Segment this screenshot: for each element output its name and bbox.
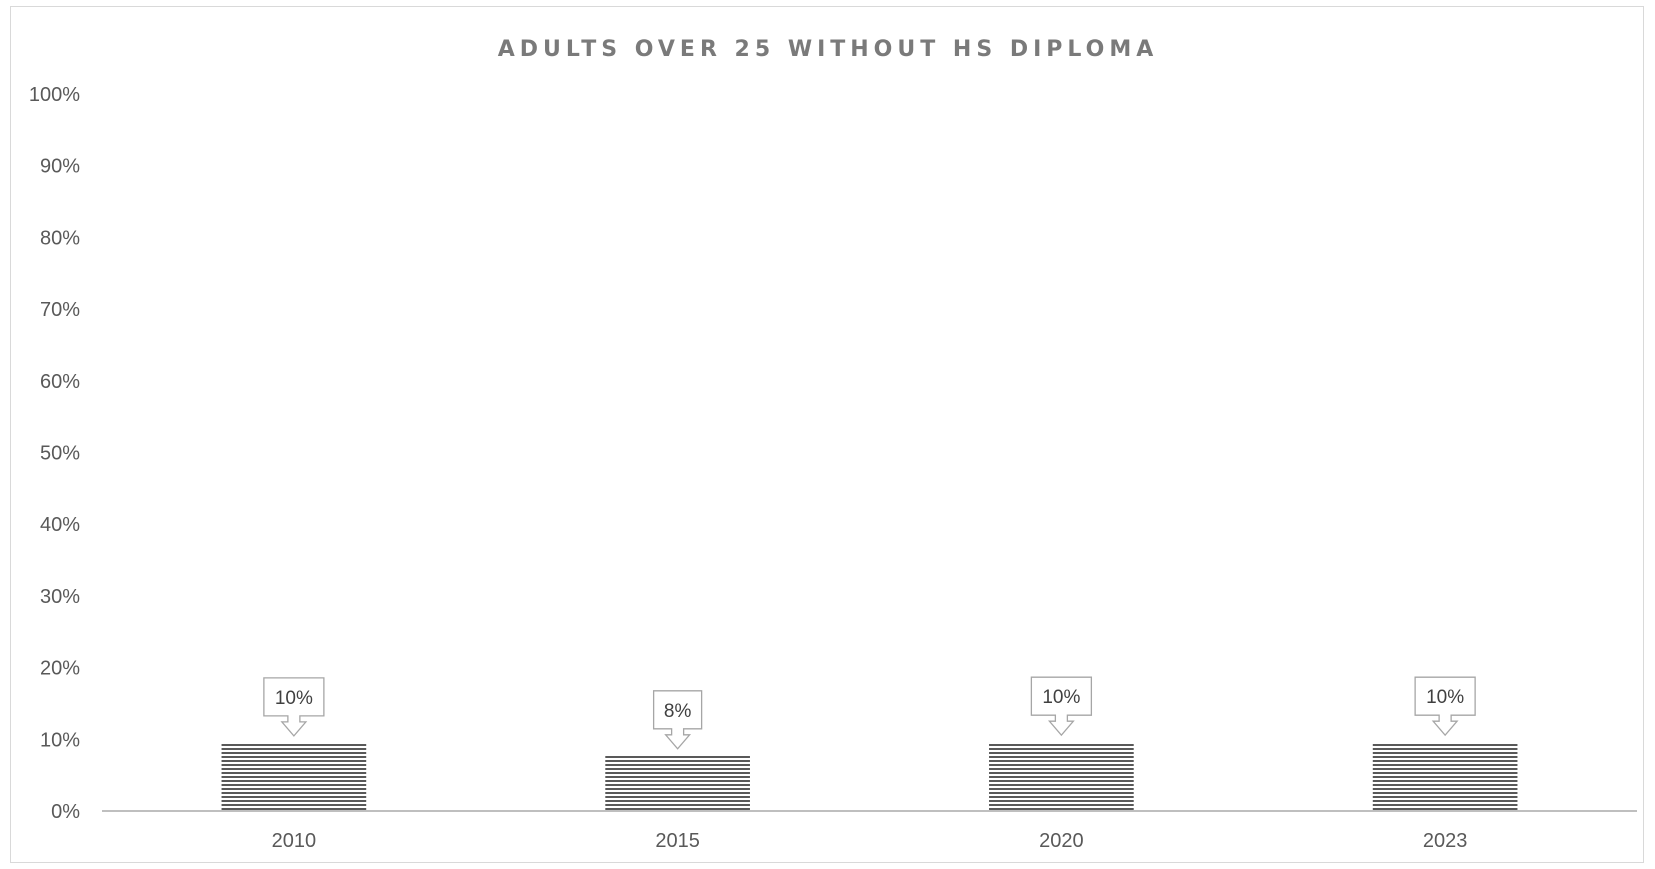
y-tick-label: 10% (40, 729, 80, 751)
data-label-text: 10% (1042, 687, 1080, 708)
y-axis-labels: 0% 10% 20% 30% 40% 50% 60% 70% 80% 90% 100% (29, 84, 80, 823)
y-tick-label: 90% (40, 156, 80, 178)
bar-2023 (1372, 742, 1518, 811)
bar-2010 (221, 742, 367, 811)
chart-title: ADULTS OVER 25 WITHOUT HS DIPLOMA (497, 37, 1159, 62)
bars (221, 742, 1518, 811)
x-tick-label: 2020 (1039, 830, 1084, 852)
bar-2020 (989, 742, 1134, 811)
x-tick-label: 2015 (655, 830, 700, 852)
y-tick-label: 60% (40, 371, 80, 393)
x-axis-labels: 2010 2015 2020 2023 (272, 830, 1468, 852)
x-tick-label: 2023 (1423, 830, 1468, 852)
data-label-text: 10% (1426, 687, 1464, 708)
data-label-text: 8% (664, 701, 692, 722)
data-label: 10% (1030, 676, 1093, 737)
data-labels: 10% 8% 10% 10% (263, 676, 1476, 750)
y-tick-label: 20% (40, 658, 80, 680)
data-label-text: 10% (275, 688, 313, 709)
y-tick-label: 30% (40, 586, 80, 608)
data-label: 10% (1414, 676, 1476, 737)
bar-2015 (605, 755, 750, 811)
y-tick-label: 0% (51, 801, 80, 823)
data-label-callout (652, 690, 703, 750)
data-label-callout (1030, 676, 1093, 737)
chart-area: ADULTS OVER 25 WITHOUT HS DIPLOMA (10, 6, 1644, 863)
data-label-callout (1414, 676, 1476, 737)
x-tick-label: 2010 (272, 830, 317, 852)
y-tick-label: 70% (40, 299, 80, 321)
data-label: 8% (652, 690, 703, 750)
data-label: 10% (263, 677, 325, 737)
y-tick-label: 50% (40, 443, 80, 465)
y-tick-label: 80% (40, 227, 80, 249)
y-tick-label: 100% (29, 84, 80, 106)
data-label-callout (263, 677, 325, 737)
y-tick-label: 40% (40, 514, 80, 536)
